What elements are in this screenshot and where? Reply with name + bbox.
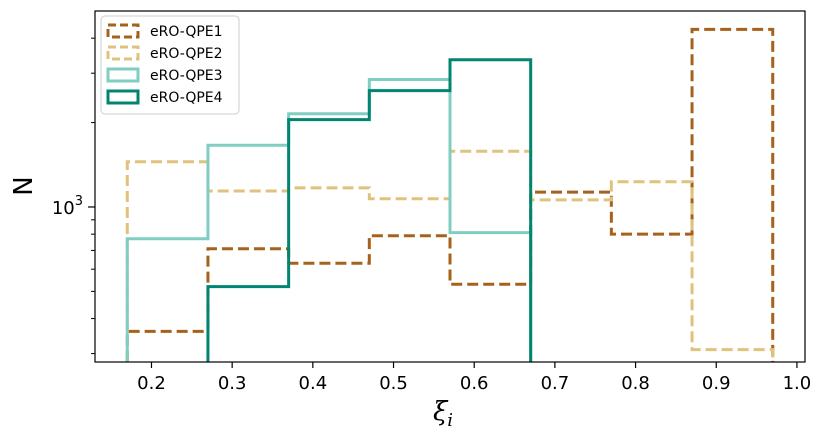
x-tick-label: 0.2 [137,373,166,394]
x-tick-label: 0.7 [541,373,570,394]
legend-swatch-ero-qpe3 [106,67,140,83]
x-tick-label: 0.3 [218,373,247,394]
x-tick-label: 1.0 [783,373,812,394]
legend-swatch-ero-qpe4 [106,89,140,105]
series-layer [125,27,775,362]
plot-frame [94,10,806,363]
x-tick-label: 0.4 [299,373,328,394]
y-axis: 103 [52,37,95,355]
x-tick-label: 0.5 [379,373,408,394]
legend-label-ero-qpe1: eRO-QPE1 [150,24,223,40]
x-axis-label-main: ξ [433,397,449,427]
x-axis-label: ξi [433,397,453,431]
legend-swatch-ero-qpe1 [106,23,140,39]
series-ero-qpe3-outline [125,77,533,362]
legend-label-ero-qpe2: eRO-QPE2 [150,46,223,62]
x-tick-label: 0.6 [460,373,489,394]
series-ero-qpe4-outline [206,58,533,362]
y-tick-label: 103 [52,194,83,219]
x-tick-label: 0.9 [702,373,731,394]
series-ero-qpe1-outline [125,27,775,362]
x-tick-label: 0.8 [621,373,650,394]
x-axis: 0.2 0.3 0.4 0.5 0.6 0.7 0.8 0.9 1.0 [137,362,811,394]
y-axis-label: N [9,176,39,195]
x-axis-label-subscript: i [447,410,453,431]
legend: eRO-QPE1 eRO-QPE2 eRO-QPE3 eRO-QPE4 [100,15,240,115]
legend-label-ero-qpe3: eRO-QPE3 [150,68,223,84]
legend-label-ero-qpe4: eRO-QPE4 [150,90,223,106]
legend-swatch-ero-qpe2 [106,45,140,61]
